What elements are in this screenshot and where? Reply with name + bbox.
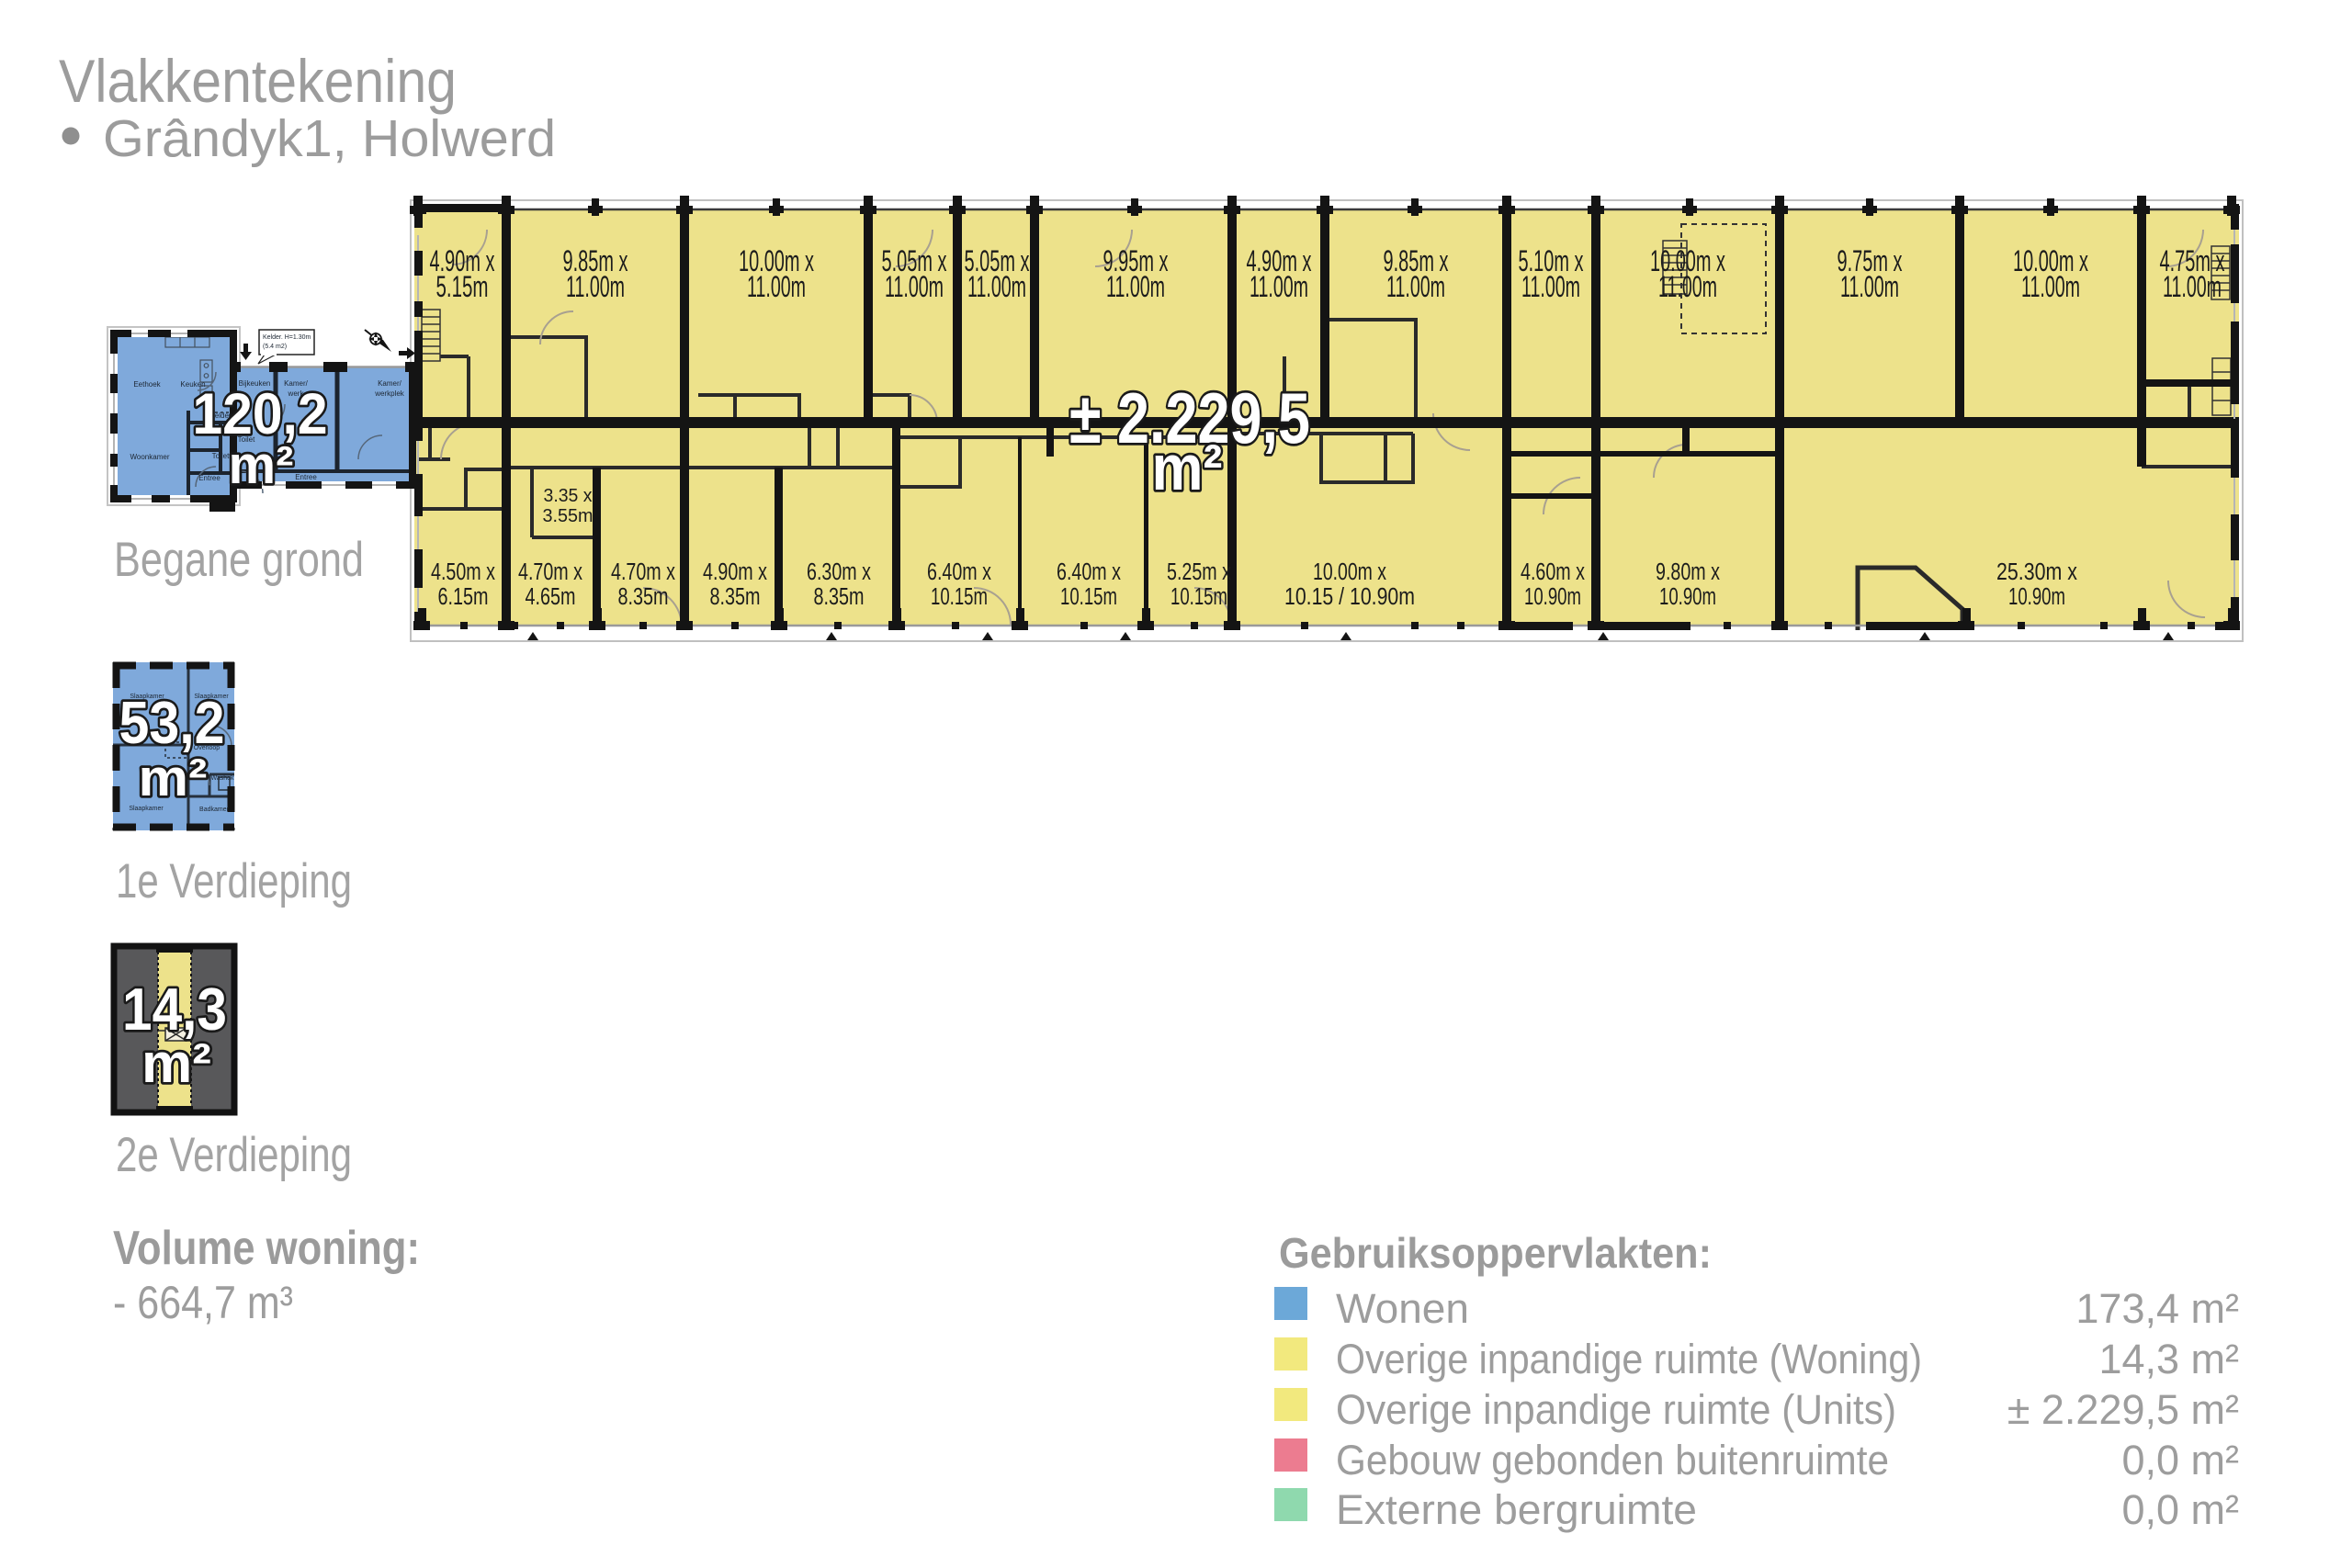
svg-text:m²: m² xyxy=(1152,432,1223,503)
svg-text:± 2.229,5 m²: ± 2.229,5 m² xyxy=(2007,1386,2239,1433)
svg-text:25.30m x10.90m: 25.30m x 10.90m xyxy=(1996,559,2077,610)
svg-text:Externe bergruimte: Externe bergruimte xyxy=(1336,1486,1697,1533)
svg-text:4.70m x8.35m: 4.70m x 8.35m xyxy=(611,559,675,610)
svg-text:Slaapkamer: Slaapkamer xyxy=(129,806,164,812)
svg-text:- 664,7 m³: - 664,7 m³ xyxy=(113,1277,293,1328)
svg-text:± 2.229,5: ± 2.229,5 xyxy=(1069,378,1310,458)
svg-text:3.35 x3.55m: 3.35 x 3.55m xyxy=(543,486,594,526)
svg-text:Kelder. H=1.30m: Kelder. H=1.30m xyxy=(263,334,311,341)
svg-text:Bijkeuken: Bijkeuken xyxy=(239,379,271,388)
svg-text:Badkamer: Badkamer xyxy=(199,807,230,813)
svg-text:(5.4 m2): (5.4 m2) xyxy=(263,344,287,350)
svg-text:Kamer/: Kamer/ xyxy=(378,379,402,388)
svg-text:Entree: Entree xyxy=(295,473,317,481)
svg-text:Gebouw gebonden buitenruimte: Gebouw gebonden buitenruimte xyxy=(1336,1437,1889,1483)
svg-text:Kamer/: Kamer/ xyxy=(284,379,309,388)
svg-text:10.00m x11.00m: 10.00m x 11.00m xyxy=(1650,244,1725,303)
svg-text:6.40m x10.15m: 6.40m x 10.15m xyxy=(927,559,991,610)
svg-text:2e Verdieping: 2e Verdieping xyxy=(116,1128,352,1182)
svg-text:m²: m² xyxy=(141,1032,211,1094)
svg-text:14,3: 14,3 xyxy=(122,976,227,1043)
svg-text:6.30m x8.35m: 6.30m x 8.35m xyxy=(807,559,871,610)
svg-text:0,0 m²: 0,0 m² xyxy=(2121,1437,2239,1483)
svg-text:Vlakkentekening: Vlakkentekening xyxy=(59,47,457,115)
svg-text:Washok: Washok xyxy=(210,775,234,782)
svg-text:Begane grond: Begane grond xyxy=(114,533,364,587)
svg-text:Toilet: Toilet xyxy=(238,435,255,444)
svg-text:Wonen: Wonen xyxy=(1336,1285,1469,1332)
svg-text:4.90m x11.00m: 4.90m x 11.00m xyxy=(1247,244,1312,303)
svg-text:Keuken: Keuken xyxy=(180,380,205,389)
svg-text:Toilet: Toilet xyxy=(212,452,230,460)
svg-text:4.90m x8.35m: 4.90m x 8.35m xyxy=(703,559,767,610)
svg-text:Woonkamer: Woonkamer xyxy=(130,453,170,461)
svg-text:9.75m x11.00m: 9.75m x 11.00m xyxy=(1838,244,1903,303)
svg-text:5.05m x11.00m: 5.05m x 11.00m xyxy=(882,244,947,303)
svg-text:9.95m x11.00m: 9.95m x 11.00m xyxy=(1103,244,1169,303)
svg-text:Entree: Entree xyxy=(198,474,220,482)
svg-text:Kelder: Kelder xyxy=(209,412,231,420)
svg-text:werkplek: werkplek xyxy=(374,389,405,398)
svg-text:Grândyk1, Holwerd: Grândyk1, Holwerd xyxy=(103,109,556,168)
svg-text:Gebruiksoppervlakten:: Gebruiksoppervlakten: xyxy=(1279,1229,1712,1277)
svg-text:Overloop: Overloop xyxy=(194,745,220,751)
svg-text:Volume woning:: Volume woning: xyxy=(113,1222,420,1275)
svg-text:m²: m² xyxy=(139,749,208,807)
svg-text:6.40m x10.15m: 6.40m x 10.15m xyxy=(1057,559,1121,610)
svg-text:4.75m x11.00m: 4.75m x 11.00m xyxy=(2160,244,2225,303)
svg-text:5.10m x11.00m: 5.10m x 11.00m xyxy=(1519,244,1584,303)
svg-text:m²: m² xyxy=(229,435,294,495)
svg-text:4.90m x5.15m: 4.90m x 5.15m xyxy=(430,244,495,303)
svg-text:5.05m x11.00m: 5.05m x 11.00m xyxy=(965,244,1030,303)
svg-text:4.70m x4.65m: 4.70m x 4.65m xyxy=(518,559,582,610)
svg-text:Overige inpandige ruimte (Woni: Overige inpandige ruimte (Woning) xyxy=(1336,1336,1922,1382)
svg-text:9.80m x10.90m: 9.80m x 10.90m xyxy=(1656,559,1720,610)
svg-text:173,4 m²: 173,4 m² xyxy=(2075,1285,2239,1332)
svg-text:9.85m x11.00m: 9.85m x 11.00m xyxy=(563,244,628,303)
svg-text:Slaapkamer: Slaapkamer xyxy=(130,694,164,700)
svg-text:4.60m x10.90m: 4.60m x 10.90m xyxy=(1521,559,1585,610)
svg-text:10.00m x11.00m: 10.00m x 11.00m xyxy=(2013,244,2088,303)
svg-text:1e Verdieping: 1e Verdieping xyxy=(116,854,352,908)
svg-text:120,2: 120,2 xyxy=(193,382,328,446)
svg-text:10.00m x10.15 / 10.90m: 10.00m x 10.15 / 10.90m xyxy=(1284,559,1415,610)
svg-text:Overige inpandige ruimte (Unit: Overige inpandige ruimte (Units) xyxy=(1336,1386,1896,1433)
svg-text:9.85m x11.00m: 9.85m x 11.00m xyxy=(1384,244,1449,303)
svg-text:10.00m x11.00m: 10.00m x 11.00m xyxy=(739,244,814,303)
svg-text:53,2: 53,2 xyxy=(119,689,225,756)
svg-text:werk: werk xyxy=(288,389,305,398)
svg-text:4.50m x6.15m: 4.50m x 6.15m xyxy=(431,559,495,610)
svg-text:0,0 m²: 0,0 m² xyxy=(2121,1486,2239,1533)
svg-text:14,3 m²: 14,3 m² xyxy=(2098,1336,2239,1382)
svg-text:5.25m x10.15m: 5.25m x 10.15m xyxy=(1167,559,1231,610)
svg-text:Eethoek: Eethoek xyxy=(133,380,161,389)
svg-text:Slaapkamer: Slaapkamer xyxy=(194,694,229,700)
